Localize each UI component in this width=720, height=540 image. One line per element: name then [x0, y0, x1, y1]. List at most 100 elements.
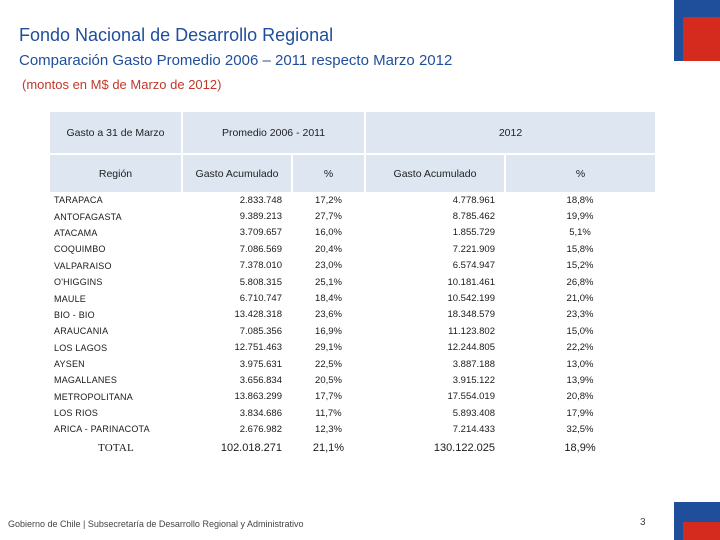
table-row: ANTOFAGASTA 9.389.213 27,7% 8.785.462 19… — [50, 208, 655, 224]
region-cell: ATACAMA — [54, 227, 98, 238]
col-header-region: Región — [50, 153, 182, 192]
total-label: TOTAL — [50, 437, 182, 458]
avg-pct-cell: 25,1% — [315, 276, 342, 288]
y2012-gasto-cell: 17.554.019 — [447, 391, 495, 403]
region-cell: VALPARAISO — [54, 260, 112, 271]
avg-pct-cell: 17,7% — [315, 391, 342, 403]
y2012-gasto-cell: 3.887.188 — [452, 358, 495, 370]
header-gasto-marzo: Gasto a 31 de Marzo — [50, 112, 182, 154]
region-cell: MAULE — [54, 293, 87, 304]
region-cell: ARICA - PARINACOTA — [54, 424, 150, 435]
y2012-gasto-cell: 6.574.947 — [452, 260, 495, 272]
page-title: Fondo Nacional de Desarrollo Regional — [19, 25, 334, 45]
avg-pct-cell: 23,0% — [315, 260, 342, 272]
y2012-pct-cell: 26,8% — [566, 276, 594, 288]
col-header-avg-pct: % — [291, 153, 365, 192]
y2012-pct-cell: 23,3% — [566, 309, 594, 321]
avg-gasto-cell: 3.834.686 — [239, 407, 282, 419]
y2012-gasto-cell: 10.181.461 — [447, 276, 495, 288]
avg-gasto-cell: 3.656.834 — [239, 374, 282, 386]
avg-pct-cell: 17,2% — [315, 194, 342, 206]
page-subtitle: Comparación Gasto Promedio 2006 – 2011 r… — [19, 52, 453, 69]
flag-blue-edge-top — [674, 0, 683, 61]
total-2012-pct: 18,9% — [505, 437, 656, 458]
y2012-gasto-cell: 12.244.805 — [447, 342, 495, 354]
y2012-gasto-cell: 5.893.408 — [452, 407, 495, 419]
avg-gasto-cell: 12.751.463 — [234, 342, 282, 354]
total-avg-gasto: 102.018.271 — [182, 437, 292, 458]
col-header-2012-pct: % — [503, 153, 656, 192]
y2012-pct-cell: 20,8% — [566, 391, 594, 403]
y2012-gasto-cell: 1.855.729 — [452, 227, 495, 239]
y2012-gasto-cell: 7.221.909 — [452, 243, 495, 255]
y2012-gasto-cell: 18.348.579 — [447, 309, 495, 321]
fndr-table: Gasto a 31 de Marzo Promedio 2006 - 2011… — [50, 112, 656, 458]
avg-gasto-cell: 13.863.299 — [234, 391, 282, 403]
y2012-gasto-cell: 3.915.122 — [452, 374, 495, 386]
table-row: METROPOLITANA 13.863.299 17,7% 17.554.01… — [50, 389, 655, 405]
region-cell: ANTOFAGASTA — [54, 211, 122, 222]
y2012-gasto-cell: 7.214.433 — [452, 423, 495, 435]
avg-gasto-cell: 13.428.318 — [234, 309, 282, 321]
avg-gasto-cell: 2.833.748 — [239, 194, 282, 206]
avg-pct-cell: 22,5% — [315, 358, 342, 370]
page-number: 3 — [640, 517, 646, 528]
y2012-gasto-cell: 8.785.462 — [452, 211, 495, 223]
flag-blue-edge-bottom — [674, 502, 683, 540]
avg-pct-cell: 12,3% — [315, 423, 342, 435]
region-cell: MAGALLANES — [54, 375, 118, 386]
y2012-pct-cell: 19,9% — [566, 211, 594, 223]
region-cell: LOS LAGOS — [54, 342, 108, 353]
y2012-pct-cell: 22,2% — [566, 342, 594, 354]
y2012-pct-cell: 13,9% — [566, 374, 594, 386]
avg-gasto-cell: 6.710.747 — [239, 293, 282, 305]
total-2012-gasto: 130.122.025 — [365, 437, 505, 458]
y2012-pct-cell: 15,0% — [566, 325, 594, 337]
avg-pct-cell: 23,6% — [315, 309, 342, 321]
y2012-pct-cell: 15,8% — [566, 243, 594, 255]
flag-blue-band-bottom — [683, 502, 720, 522]
avg-gasto-cell: 3.975.631 — [239, 358, 282, 370]
table-row: ARAUCANIA 7.085.356 16,9% 11.123.802 15,… — [50, 323, 655, 339]
avg-pct-cell: 20,4% — [315, 243, 342, 255]
avg-pct-cell: 16,9% — [315, 325, 342, 337]
table-row: MAULE 6.710.747 18,4% 10.542.199 21,0% — [50, 290, 655, 306]
y2012-pct-cell: 21,0% — [566, 293, 594, 305]
table-total-row: TOTAL 102.018.271 21,1% 130.122.025 18,9… — [50, 437, 656, 458]
total-avg-pct: 21,1% — [292, 437, 365, 458]
avg-pct-cell: 18,4% — [315, 293, 342, 305]
flag-blue-band-top — [683, 0, 720, 17]
units-note: (montos en M$ de Marzo de 2012) — [22, 77, 222, 92]
y2012-pct-cell: 13,0% — [566, 358, 594, 370]
region-cell: COQUIMBO — [54, 244, 106, 255]
y2012-pct-cell: 17,9% — [566, 407, 594, 419]
table-row: MAGALLANES 3.656.834 20,5% 3.915.122 13,… — [50, 372, 655, 388]
avg-pct-cell: 16,0% — [315, 227, 342, 239]
avg-pct-cell: 11,7% — [315, 407, 342, 419]
y2012-pct-cell: 5,1% — [569, 227, 591, 239]
avg-gasto-cell: 7.378.010 — [239, 260, 282, 272]
region-cell: O'HIGGINS — [54, 277, 103, 288]
y2012-pct-cell: 32,5% — [566, 423, 594, 435]
region-cell: ARAUCANIA — [54, 326, 109, 337]
avg-gasto-cell: 5.808.315 — [239, 276, 282, 288]
table-row: LOS RIOS 3.834.686 11,7% 5.893.408 17,9% — [50, 405, 655, 421]
table-row: O'HIGGINS 5.808.315 25,1% 10.181.461 26,… — [50, 274, 655, 290]
table-row: BIO - BIO 13.428.318 23,6% 18.348.579 23… — [50, 307, 655, 323]
avg-gasto-cell: 9.389.213 — [239, 211, 282, 223]
avg-pct-cell: 29,1% — [315, 342, 342, 354]
region-cell: BIO - BIO — [54, 309, 95, 320]
y2012-gasto-cell: 10.542.199 — [447, 293, 495, 305]
table-row: COQUIMBO 7.086.569 20,4% 7.221.909 15,8% — [50, 241, 655, 257]
col-header-2012-gasto: Gasto Acumulado — [364, 153, 505, 192]
region-cell: TARAPACA — [54, 195, 103, 206]
avg-pct-cell: 27,7% — [315, 211, 342, 223]
y2012-pct-cell: 15,2% — [566, 260, 594, 272]
y2012-gasto-cell: 11.123.802 — [448, 325, 495, 337]
avg-gasto-cell: 2.676.982 — [239, 423, 282, 435]
table-row: AYSEN 3.975.631 22,5% 3.887.188 13,0% — [50, 356, 655, 372]
region-cell: AYSEN — [54, 359, 85, 370]
table-row: ATACAMA 3.709.657 16,0% 1.855.729 5,1% — [50, 225, 655, 241]
table-row: ARICA - PARINACOTA 2.676.982 12,3% 7.214… — [50, 421, 655, 437]
header-promedio: Promedio 2006 - 2011 — [181, 112, 365, 154]
